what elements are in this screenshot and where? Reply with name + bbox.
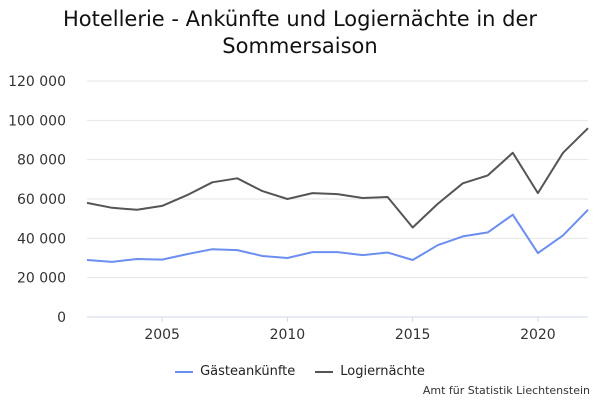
data-point[interactable] bbox=[410, 257, 415, 262]
y-tick-label: 80 000 bbox=[17, 153, 66, 169]
data-point[interactable] bbox=[285, 256, 290, 261]
x-tick-label: 2005 bbox=[144, 327, 180, 343]
legend-label: Logiernächte bbox=[340, 364, 425, 379]
legend: Gästeankünfte Logiernächte bbox=[0, 364, 600, 379]
y-tick-label: 60 000 bbox=[17, 192, 66, 208]
x-tick-label: 2010 bbox=[270, 327, 306, 343]
data-point[interactable] bbox=[586, 126, 591, 131]
x-tick-label: 2015 bbox=[395, 327, 431, 343]
y-tick-label: 20 000 bbox=[17, 271, 66, 287]
legend-item-logiernaechte[interactable]: Logiernächte bbox=[315, 364, 425, 379]
data-point[interactable] bbox=[460, 181, 465, 186]
data-point[interactable] bbox=[135, 207, 140, 212]
data-point[interactable] bbox=[586, 207, 591, 212]
data-point[interactable] bbox=[260, 254, 265, 259]
data-point[interactable] bbox=[485, 230, 490, 235]
data-point[interactable] bbox=[260, 189, 265, 194]
chart-title: Hotellerie - Ankünfte und Logiernächte i… bbox=[62, 7, 538, 58]
data-point[interactable] bbox=[535, 251, 540, 256]
data-point[interactable] bbox=[360, 196, 365, 201]
series-line-logiernaechte[interactable] bbox=[86, 127, 589, 229]
data-point[interactable] bbox=[160, 203, 165, 208]
data-point[interactable] bbox=[435, 201, 440, 206]
data-point[interactable] bbox=[485, 173, 490, 178]
y-tick-label: 0 bbox=[57, 310, 66, 326]
data-point[interactable] bbox=[110, 205, 115, 210]
x-axis-ticks: 2005 2010 2015 2020 bbox=[144, 317, 556, 343]
grid-lines bbox=[87, 80, 588, 318]
data-point[interactable] bbox=[510, 212, 515, 217]
legend-swatch bbox=[175, 370, 194, 373]
source-credit: Amt für Statistik Liechtenstein bbox=[422, 384, 590, 397]
data-point[interactable] bbox=[560, 150, 565, 155]
data-point[interactable] bbox=[210, 247, 215, 252]
data-point[interactable] bbox=[235, 176, 240, 181]
series-lines bbox=[85, 126, 591, 264]
data-point[interactable] bbox=[385, 195, 390, 200]
data-point[interactable] bbox=[110, 259, 115, 264]
x-tick-label: 2020 bbox=[520, 327, 556, 343]
data-point[interactable] bbox=[285, 197, 290, 202]
data-point[interactable] bbox=[310, 250, 315, 255]
data-point[interactable] bbox=[310, 191, 315, 196]
data-point[interactable] bbox=[460, 234, 465, 239]
y-tick-label: 40 000 bbox=[17, 231, 66, 247]
legend-label: Gästeankünfte bbox=[200, 364, 296, 379]
data-point[interactable] bbox=[185, 252, 190, 257]
data-point[interactable] bbox=[435, 243, 440, 248]
data-point[interactable] bbox=[160, 257, 165, 262]
data-point[interactable] bbox=[335, 192, 340, 197]
y-tick-label: 100 000 bbox=[8, 113, 66, 129]
y-axis-ticks: 0 20 000 40 000 60 000 80 000 100 000 120 000 bbox=[8, 74, 66, 326]
legend-swatch bbox=[315, 370, 334, 373]
legend-item-gaesteankuenfte[interactable]: Gästeankünfte bbox=[175, 364, 295, 379]
data-point[interactable] bbox=[135, 256, 140, 261]
data-point[interactable] bbox=[535, 191, 540, 196]
data-point[interactable] bbox=[85, 200, 90, 205]
data-point[interactable] bbox=[185, 193, 190, 198]
data-point[interactable] bbox=[335, 250, 340, 255]
y-tick-label: 120 000 bbox=[8, 74, 66, 90]
data-point[interactable] bbox=[560, 233, 565, 238]
data-point[interactable] bbox=[510, 150, 515, 155]
data-point[interactable] bbox=[85, 257, 90, 262]
series-line-gaesteankuenfte[interactable] bbox=[86, 209, 589, 263]
data-point[interactable] bbox=[410, 225, 415, 230]
data-point[interactable] bbox=[235, 248, 240, 253]
data-point[interactable] bbox=[210, 180, 215, 185]
data-point[interactable] bbox=[360, 253, 365, 258]
data-point[interactable] bbox=[385, 250, 390, 255]
